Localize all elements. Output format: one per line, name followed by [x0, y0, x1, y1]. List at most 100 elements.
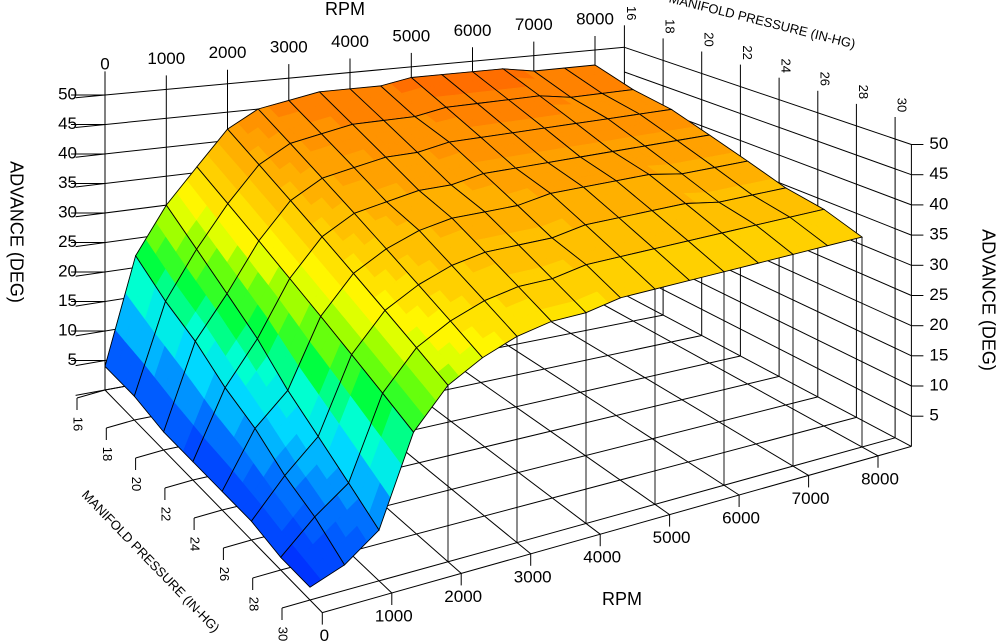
surface-cell: [611, 145, 684, 175]
mp-tick: [164, 479, 194, 489]
z-tick-label: 20: [929, 315, 948, 334]
floor-grid-line: [309, 437, 896, 601]
surface-cell: [256, 277, 322, 392]
mp-tick: [76, 389, 106, 399]
surface-cell: [675, 134, 749, 168]
surface-cell: [713, 160, 787, 196]
rpm-tick-label-top: 4000: [331, 32, 369, 51]
surface-cell: [788, 208, 864, 247]
surface-cell: [348, 392, 415, 532]
mp-tick-label-top: 28: [856, 85, 871, 99]
z-tick-label: 15: [58, 291, 77, 310]
surface-cell: [321, 167, 388, 214]
surface-cell: [451, 251, 520, 302]
surface-cell: [226, 240, 291, 340]
surface-cell: [582, 180, 654, 219]
surface-cell: [501, 68, 573, 98]
mp-tick-label-top: 22: [740, 45, 755, 59]
surface-cell: [133, 300, 196, 433]
surface-cell: [194, 292, 258, 389]
surface-cell: [563, 64, 635, 94]
z-tick-label: 30: [929, 255, 948, 274]
rpm-axis-title-bottom: RPM: [602, 589, 642, 609]
z-tick-label: 50: [929, 134, 948, 153]
rpm-tick-label-top: 1000: [147, 49, 185, 68]
mp-tick-label-bottom: 22: [158, 507, 173, 521]
surface-cell: [717, 194, 792, 226]
z-tick-label: 20: [58, 261, 77, 280]
surface-cell: [227, 163, 292, 242]
surface-cell: [450, 173, 519, 213]
z-tick-label: 10: [58, 320, 77, 339]
floor-grid-line: [472, 322, 740, 496]
mp-tick: [106, 419, 135, 429]
surface-cell: [314, 482, 380, 566]
surface-cell: [638, 108, 711, 141]
surface-cell: [684, 201, 758, 234]
mp-tick-label-top: 18: [663, 19, 678, 33]
rpm-tick-label-bottom: 1000: [375, 606, 413, 625]
z-tick-label: 30: [58, 202, 77, 221]
surface: [104, 64, 864, 588]
mp-tick: [252, 569, 281, 579]
surface-cell: [579, 151, 651, 182]
surface-cell: [320, 123, 387, 169]
surface-cell: [532, 67, 604, 98]
mp-tick-label-bottom: 16: [71, 417, 86, 431]
mp-axis-title-top: MANIFOLD PRESSURE (IN-HG): [668, 0, 857, 51]
mp-tick-label-bottom: 18: [100, 447, 115, 461]
surface-cell: [751, 187, 826, 218]
mp-tick-label-bottom: 30: [276, 627, 291, 641]
mp-tick-label-bottom: 26: [217, 567, 232, 581]
rpm-tick-label-bottom: 6000: [722, 508, 760, 527]
rpm-tick-label-bottom: 3000: [514, 567, 552, 586]
surface-cell: [569, 92, 641, 120]
z-tick-label: 45: [58, 114, 77, 133]
right-wall-grid-line: [624, 294, 912, 447]
surface-cell: [543, 122, 614, 158]
surface-cell: [511, 127, 582, 164]
z-tick-label: 35: [929, 225, 948, 244]
surface-cell: [417, 264, 486, 322]
surface-cell: [538, 95, 610, 124]
surface-cell: [517, 278, 587, 322]
mp-tick: [281, 599, 311, 609]
floor-grid-line: [533, 310, 809, 476]
surface-cell: [385, 229, 453, 286]
mp-tick-label-top: 16: [624, 6, 639, 20]
z-tick-label: 35: [58, 173, 77, 192]
rpm-tick-label-bottom: 8000: [861, 469, 899, 488]
floor-grid-line: [280, 416, 857, 571]
surface-cell: [643, 140, 716, 175]
surface-cell: [385, 189, 453, 232]
surface-cell: [754, 216, 829, 255]
z-tick-label: 5: [929, 406, 938, 425]
surface-cell: [484, 244, 554, 288]
floor-grid-line: [594, 299, 879, 457]
rpm-tick-label-bottom: 4000: [583, 548, 621, 567]
rpm-tick-label-top: 2000: [209, 43, 247, 62]
z-tick-label: 45: [929, 164, 948, 183]
surface-cell: [721, 224, 794, 264]
surface-cell: [418, 217, 486, 266]
rpm-tick-label-top: 0: [100, 54, 109, 73]
z-axis-title-right: ADVANCE (DEG): [978, 229, 998, 371]
surface-cell: [280, 516, 346, 588]
mp-tick-label-bottom: 28: [246, 597, 261, 611]
surface-cell: [384, 284, 452, 349]
back-wall-grid-line: [594, 46, 625, 51]
mp-tick-label-bottom: 24: [188, 537, 203, 551]
surface-cell: [680, 167, 754, 203]
z-tick-label: 40: [929, 194, 948, 213]
surface-cell: [192, 386, 256, 493]
surface-cell: [551, 264, 622, 314]
surface-cell: [353, 201, 420, 250]
surface-cell: [165, 166, 229, 250]
rpm-tick-label-top: 3000: [270, 38, 308, 57]
right-wall-grid-line: [624, 71, 912, 176]
mp-tick-label-top: 26: [817, 72, 832, 86]
mp-tick-label-bottom: 20: [129, 477, 144, 491]
rpm-tick-label-bottom: 5000: [653, 528, 691, 547]
rpm-tick-label-bottom: 7000: [792, 489, 830, 508]
surface-cell: [479, 132, 550, 169]
